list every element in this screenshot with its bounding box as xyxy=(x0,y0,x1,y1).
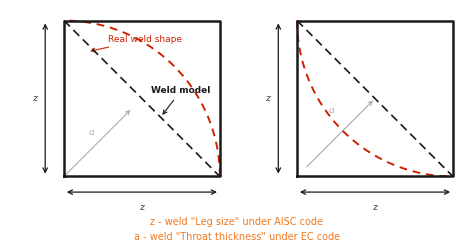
Text: z: z xyxy=(265,94,270,103)
Text: a: a xyxy=(328,106,334,116)
Text: Weld model: Weld model xyxy=(151,86,210,114)
Text: z - weld "Leg size" under AISC code: z - weld "Leg size" under AISC code xyxy=(151,217,323,227)
Text: Real weld shape: Real weld shape xyxy=(91,35,182,52)
Text: a - weld "Throat thickness" under EC code: a - weld "Throat thickness" under EC cod… xyxy=(134,232,340,242)
Text: z: z xyxy=(373,203,378,212)
Text: z: z xyxy=(32,94,37,103)
Text: a: a xyxy=(89,128,95,137)
Text: z: z xyxy=(139,203,145,212)
